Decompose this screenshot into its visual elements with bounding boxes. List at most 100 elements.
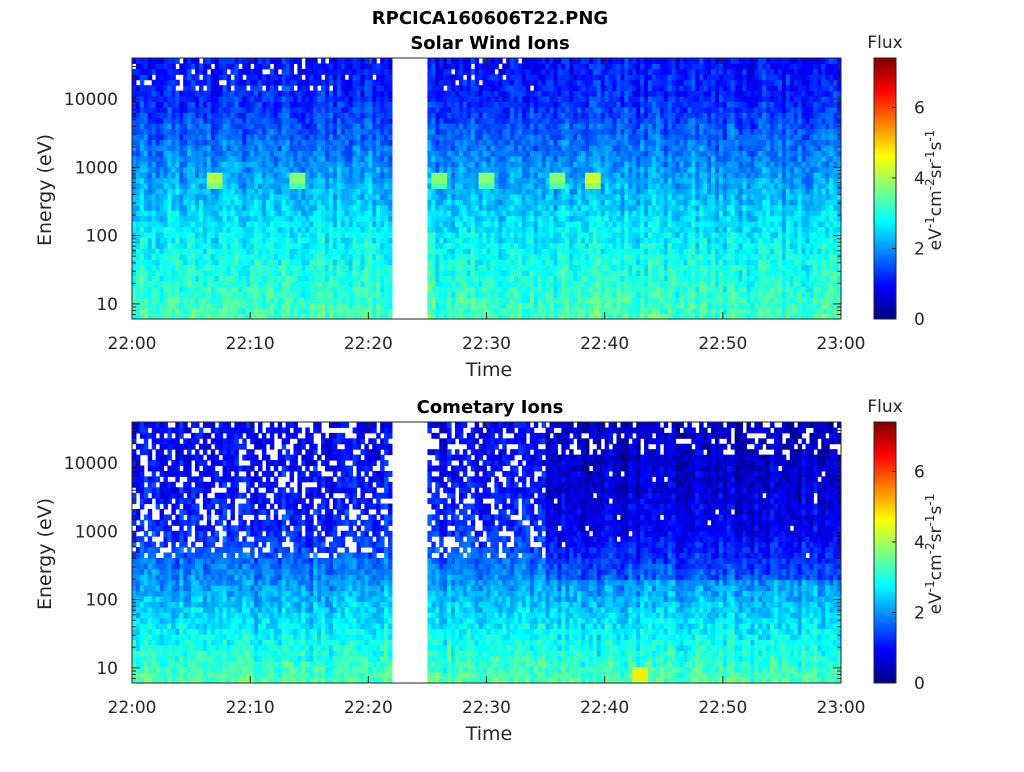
heatmap-cell <box>454 297 460 304</box>
heatmap-cell <box>175 128 180 135</box>
heatmap-cell <box>490 166 495 173</box>
heatmap-cell <box>498 221 503 228</box>
heatmap-cell <box>269 308 275 315</box>
heatmap-cell <box>195 183 200 189</box>
heatmap-cell <box>581 302 586 309</box>
heatmap-cell <box>478 74 484 81</box>
heatmap-cell <box>297 270 302 276</box>
heatmap-cell <box>265 275 271 282</box>
heatmap-cell <box>372 183 377 189</box>
heatmap-cell <box>518 204 523 211</box>
heatmap-cell <box>301 313 306 320</box>
heatmap-cell <box>470 253 476 260</box>
heatmap-cell <box>577 297 582 304</box>
heatmap-cell <box>171 134 176 141</box>
heatmap-cell <box>202 172 208 179</box>
heatmap-cell <box>360 117 365 124</box>
heatmap-cell <box>135 242 141 249</box>
heatmap-cell <box>443 280 448 287</box>
heatmap-cell <box>297 193 302 200</box>
heatmap-cell <box>577 96 582 102</box>
heatmap-cell <box>380 291 385 298</box>
heatmap-cell <box>191 280 196 287</box>
heatmap-cell <box>510 155 515 162</box>
heatmap-cell <box>254 210 259 217</box>
heatmap-cell <box>187 297 192 304</box>
heatmap-cell <box>214 259 220 266</box>
heatmap-cell <box>151 145 157 151</box>
heatmap-cell <box>525 270 531 276</box>
heatmap-cell <box>545 193 551 200</box>
heatmap-cell <box>187 58 192 64</box>
heatmap-cell <box>159 150 165 157</box>
heatmap-cell <box>281 308 287 315</box>
heatmap-cell <box>482 248 487 255</box>
heatmap-cell <box>443 270 448 276</box>
heatmap-cell <box>313 210 318 217</box>
heatmap-cell <box>183 270 188 276</box>
heatmap-cell <box>246 199 251 206</box>
heatmap-cell <box>187 193 192 200</box>
heatmap-cell <box>305 253 310 260</box>
heatmap-cell <box>250 150 255 157</box>
heatmap-cell <box>132 275 137 282</box>
heatmap-cell <box>317 101 322 108</box>
heatmap-cell <box>210 275 216 282</box>
heatmap-cell <box>569 270 574 276</box>
heatmap-cell <box>289 286 294 293</box>
heatmap-cell <box>163 101 168 108</box>
heatmap-cell <box>573 145 578 151</box>
heatmap-cell <box>360 161 365 168</box>
heatmap-cell <box>163 193 168 200</box>
heatmap-cell <box>210 172 216 179</box>
heatmap-cell <box>132 101 137 108</box>
heatmap-cell <box>482 90 487 97</box>
heatmap-cell <box>305 221 310 228</box>
heatmap-cell <box>258 193 263 200</box>
heatmap-cell <box>273 85 279 92</box>
heatmap-cell <box>222 275 228 282</box>
heatmap-cell <box>529 79 535 86</box>
heatmap-cell <box>549 79 554 86</box>
heatmap-cell <box>482 145 487 151</box>
heatmap-cell <box>569 188 574 195</box>
heatmap-cell <box>510 177 515 184</box>
heatmap-cell <box>466 308 472 315</box>
heatmap-cell <box>159 204 165 211</box>
heatmap-cell <box>289 291 294 298</box>
heatmap-cell <box>187 215 192 222</box>
heatmap-cell <box>494 74 499 81</box>
heatmap-cell <box>336 193 342 200</box>
heatmap-cell <box>238 232 243 238</box>
heatmap-cell <box>167 313 172 320</box>
heatmap-cell <box>336 280 342 287</box>
heatmap-cell <box>577 139 582 146</box>
heatmap-cell <box>238 210 243 217</box>
heatmap-cell <box>577 150 582 157</box>
heatmap-cell <box>277 302 283 309</box>
heatmap-cell <box>175 150 180 157</box>
heatmap-cell <box>254 145 259 151</box>
heatmap-cell <box>179 188 184 195</box>
heatmap-cell <box>246 226 251 233</box>
heatmap-cell <box>537 215 543 222</box>
heatmap-cell <box>132 199 137 206</box>
heatmap-cell <box>348 297 354 304</box>
heatmap-cell <box>443 210 448 217</box>
heatmap-cell <box>317 226 322 233</box>
heatmap-cell <box>427 280 432 287</box>
heatmap-cell <box>368 85 373 92</box>
heatmap-cell <box>458 117 464 124</box>
heatmap-cell <box>525 313 531 320</box>
heatmap-cell <box>254 85 259 92</box>
heatmap-cell <box>218 199 224 206</box>
heatmap-cell <box>565 199 570 206</box>
heatmap-cell <box>163 237 168 244</box>
heatmap-cell <box>573 226 578 233</box>
heatmap-cell <box>258 291 263 298</box>
heatmap-cell <box>139 270 145 276</box>
heatmap-cell <box>474 117 480 124</box>
heatmap-cell <box>297 280 302 287</box>
heatmap-cell <box>435 308 440 315</box>
heatmap-cell <box>541 172 547 179</box>
